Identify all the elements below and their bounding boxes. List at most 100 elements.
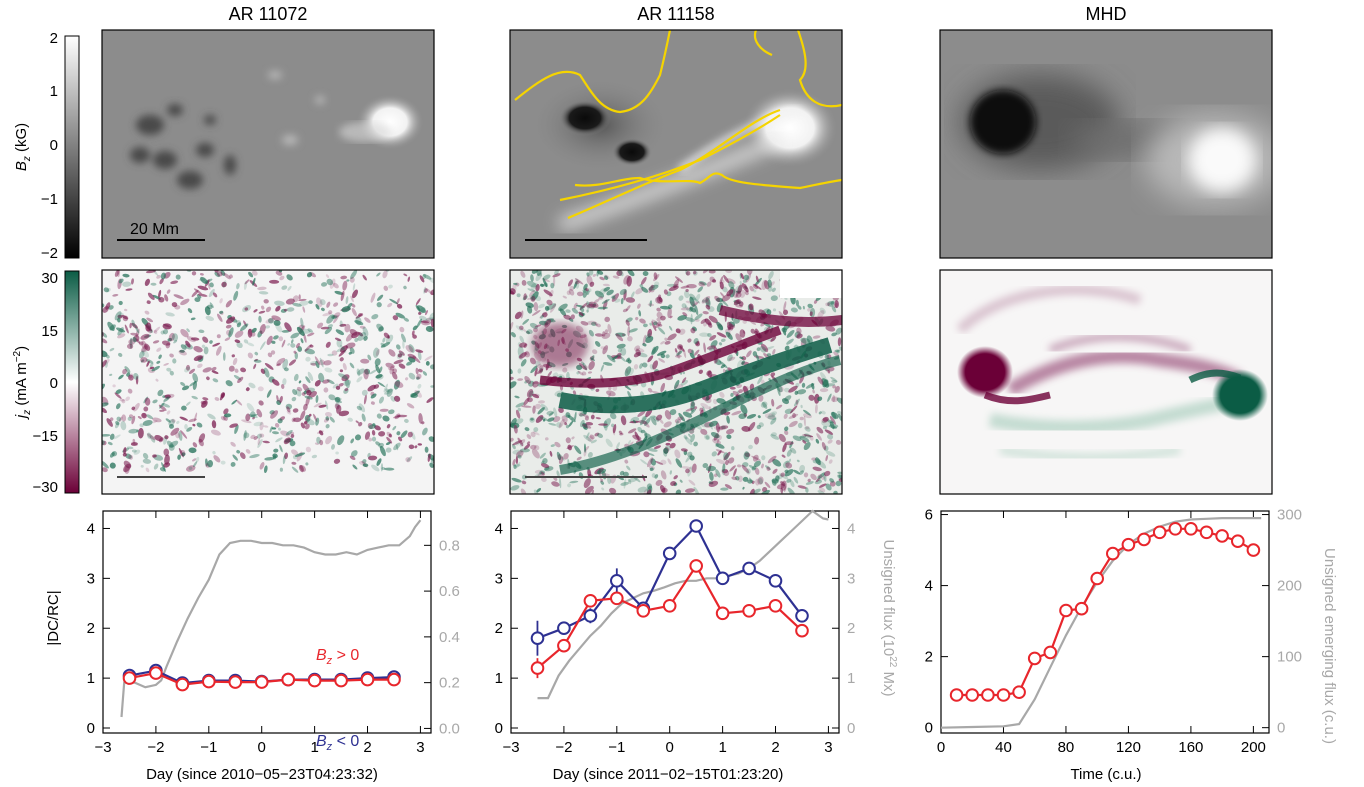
speckle-dot bbox=[392, 315, 399, 321]
speckle-dot bbox=[247, 342, 255, 347]
data-point bbox=[122, 671, 137, 685]
current-speckle bbox=[102, 270, 434, 474]
speckle-dot bbox=[639, 318, 646, 324]
speckle-dot bbox=[758, 394, 764, 402]
speckle-dot bbox=[385, 388, 390, 393]
speckle-dot bbox=[824, 470, 831, 477]
speckle-dot bbox=[387, 335, 390, 339]
speckle-dot bbox=[162, 329, 169, 335]
speckle-dot bbox=[362, 326, 369, 337]
speckle-dot bbox=[260, 368, 266, 374]
speckle-dot bbox=[569, 285, 575, 291]
speckle-dot bbox=[625, 357, 630, 362]
speckle-dot bbox=[304, 415, 310, 426]
plot-frame bbox=[510, 510, 840, 734]
speckle-dot bbox=[200, 276, 208, 285]
x-tick-label: 3 bbox=[416, 739, 424, 756]
speckle-dot bbox=[114, 392, 122, 399]
speckle-dot bbox=[776, 483, 785, 490]
speckle-dot bbox=[216, 271, 223, 277]
speckle-dot bbox=[158, 296, 165, 303]
speckle-dot bbox=[354, 434, 362, 441]
speckle-dot bbox=[756, 424, 762, 430]
speckle-dot bbox=[590, 355, 595, 361]
speckle-dot bbox=[648, 284, 659, 291]
speckle-dot bbox=[797, 485, 807, 489]
speckle-dot bbox=[784, 297, 788, 300]
speckle-dot bbox=[358, 312, 364, 317]
speckle-dot bbox=[386, 436, 393, 444]
speckle-dot bbox=[303, 390, 307, 395]
speckle-dot bbox=[680, 285, 690, 289]
speckle-dot bbox=[731, 476, 738, 481]
speckle-dot bbox=[324, 327, 333, 335]
speckle-dot bbox=[615, 333, 624, 342]
speckle-dot bbox=[733, 299, 740, 306]
speckle-dot bbox=[369, 369, 378, 375]
speckle-dot bbox=[334, 337, 342, 342]
speckle-dot bbox=[684, 305, 690, 312]
speckle-dot bbox=[236, 322, 242, 328]
data-point bbox=[557, 621, 571, 636]
speckle-dot bbox=[332, 315, 338, 319]
speckle-dot bbox=[125, 288, 133, 291]
speckle-dot bbox=[569, 480, 579, 484]
speckle-dot bbox=[358, 421, 363, 427]
speckle-dot bbox=[552, 372, 559, 378]
speckle-dot bbox=[586, 303, 597, 308]
speckle-dot bbox=[133, 402, 140, 412]
speckle-dot bbox=[796, 327, 802, 335]
speckle-dot bbox=[694, 318, 700, 322]
speckle-dot bbox=[212, 378, 219, 383]
speckle-dot bbox=[350, 270, 358, 280]
speckle-dot bbox=[132, 336, 137, 343]
speckle-dot bbox=[532, 380, 539, 388]
speckle-dot bbox=[669, 470, 672, 475]
speckle-dot bbox=[521, 480, 527, 485]
speckle-dot bbox=[523, 397, 530, 406]
speckle-dot bbox=[290, 343, 296, 348]
speckle-dot bbox=[158, 437, 164, 443]
speckle-dot bbox=[204, 306, 211, 316]
speckle-dot bbox=[767, 279, 772, 288]
speckle-dot bbox=[807, 308, 811, 312]
speckle-dot bbox=[406, 361, 413, 366]
speckle-dot bbox=[715, 443, 725, 449]
speckle-dot bbox=[690, 433, 695, 443]
speckle-dot bbox=[279, 444, 283, 453]
speckle-dot bbox=[753, 460, 761, 468]
speckle-dot bbox=[252, 416, 255, 420]
speckle-dot bbox=[418, 413, 423, 424]
speckle-dot bbox=[663, 448, 669, 454]
data-point bbox=[1184, 522, 1198, 536]
speckle-dot bbox=[667, 333, 677, 341]
speckle-dot bbox=[628, 428, 637, 434]
speckle-dot bbox=[259, 433, 265, 438]
speckle-dot bbox=[426, 317, 431, 322]
y2-tick-label: 200 bbox=[1277, 578, 1302, 595]
speckle-dot bbox=[601, 332, 611, 339]
speckle-dot bbox=[786, 338, 794, 345]
speckle-dot bbox=[371, 430, 376, 436]
speckle-dot bbox=[334, 290, 344, 295]
speckle-dot bbox=[627, 325, 631, 337]
speckle-dot bbox=[541, 477, 547, 482]
speckle-dot bbox=[598, 423, 608, 426]
speckle-dot bbox=[280, 430, 291, 437]
speckle-dot bbox=[385, 441, 391, 446]
speckle-dot bbox=[580, 321, 589, 326]
x-tick-label: 40 bbox=[995, 739, 1012, 756]
speckle-dot bbox=[130, 332, 139, 336]
speckle-dot bbox=[241, 419, 252, 424]
speckle-dot bbox=[429, 462, 434, 468]
speckle-dot bbox=[539, 470, 545, 475]
speckle-dot bbox=[530, 431, 536, 438]
speckle-dot bbox=[601, 298, 610, 304]
speckle-dot bbox=[673, 475, 678, 480]
speckle-dot bbox=[179, 349, 185, 353]
speckle-dot bbox=[827, 433, 834, 440]
speckle-dot bbox=[647, 355, 654, 363]
speckle-dot bbox=[286, 307, 295, 312]
speckle-dot bbox=[325, 411, 332, 417]
speckle-dot bbox=[257, 286, 267, 291]
